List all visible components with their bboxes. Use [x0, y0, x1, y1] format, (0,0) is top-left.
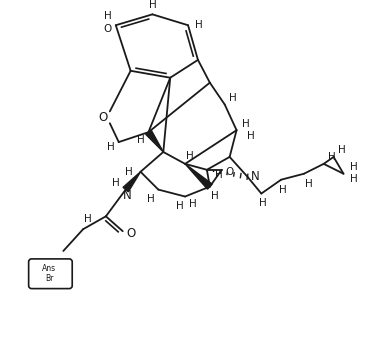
Text: H: H: [211, 191, 219, 201]
Text: H: H: [107, 142, 115, 152]
Text: H: H: [186, 151, 194, 161]
Text: H: H: [337, 145, 345, 155]
Text: H: H: [112, 178, 120, 188]
Text: H: H: [137, 135, 144, 145]
Text: O: O: [226, 167, 234, 177]
Text: O: O: [98, 111, 108, 124]
Text: H: H: [215, 170, 223, 180]
Text: H: H: [176, 201, 184, 211]
Text: H: H: [104, 11, 112, 21]
Polygon shape: [146, 130, 163, 152]
Text: H: H: [328, 152, 336, 162]
FancyBboxPatch shape: [29, 259, 72, 289]
Text: H: H: [247, 131, 254, 141]
Text: H: H: [349, 174, 357, 184]
Text: O: O: [104, 24, 112, 34]
Text: H: H: [125, 167, 132, 177]
Text: H: H: [349, 162, 357, 172]
Text: H: H: [147, 194, 154, 205]
Text: Br: Br: [45, 274, 54, 283]
Text: N: N: [251, 170, 260, 183]
Text: N: N: [123, 189, 132, 202]
Text: H: H: [189, 199, 197, 209]
Text: H: H: [84, 214, 92, 224]
Text: H: H: [195, 20, 203, 30]
Text: H: H: [259, 199, 267, 208]
Text: H: H: [149, 0, 156, 10]
Text: O: O: [126, 227, 135, 240]
Polygon shape: [123, 172, 140, 192]
Text: H: H: [279, 185, 287, 195]
Text: H: H: [241, 119, 249, 129]
Polygon shape: [185, 164, 212, 189]
Text: H: H: [229, 92, 236, 103]
Text: H: H: [305, 179, 313, 189]
Text: Ans: Ans: [43, 264, 57, 273]
